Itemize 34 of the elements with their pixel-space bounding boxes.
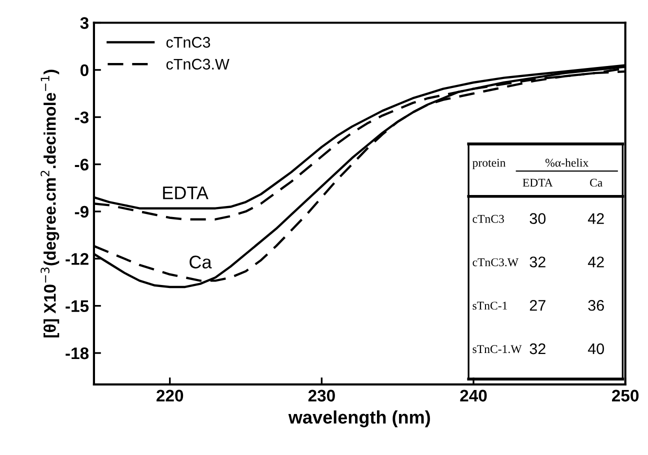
annotation: cTnC3.W <box>472 258 518 266</box>
annotation: EDTA <box>163 186 208 200</box>
y-tick-label: -12 <box>66 253 88 265</box>
annotation: %α-helix <box>545 158 589 167</box>
annotation: protein <box>472 158 506 170</box>
y-tick-label: -9 <box>74 206 88 218</box>
annotation: 42 <box>588 213 604 224</box>
annotation: cTnC3 <box>472 214 504 223</box>
annotation: 40 <box>588 343 604 354</box>
y-tick-label: -18 <box>66 347 89 360</box>
y-axis-title: [θ] X10$^{−3}$(degree.cm$^{2}$.decimole$^{−1}$) <box>40 70 60 338</box>
annotation: EDTA <box>522 178 553 187</box>
annotation: sTnC-1.W <box>472 345 522 354</box>
x-tick-label: 220 <box>156 390 184 402</box>
y-tick-label: -15 <box>66 300 89 312</box>
legend-label: cTnC3 <box>166 36 210 48</box>
annotation: Ca <box>190 256 212 268</box>
x-tick-label: 230 <box>308 390 335 402</box>
annotation: sTnC-1 <box>472 302 507 310</box>
x-axis-title: wavelength (nm) <box>288 410 430 428</box>
annotation: 32 <box>530 343 546 354</box>
annotation: 30 <box>530 213 546 224</box>
legend-label: cTnC3.W <box>166 58 230 70</box>
y-tick-label: 0 <box>80 64 88 76</box>
x-tick-label: 240 <box>460 390 487 402</box>
annotation: 36 <box>588 300 604 311</box>
annotation: Ca <box>590 178 602 187</box>
y-tick-label: -6 <box>74 158 88 170</box>
x-tick-label: 250 <box>612 390 639 402</box>
annotation: 42 <box>588 256 604 268</box>
y-tick-label: -3 <box>74 112 88 124</box>
annotation: 32 <box>530 256 546 268</box>
annotation: 27 <box>530 300 546 311</box>
y-tick-label: 3 <box>80 17 88 29</box>
